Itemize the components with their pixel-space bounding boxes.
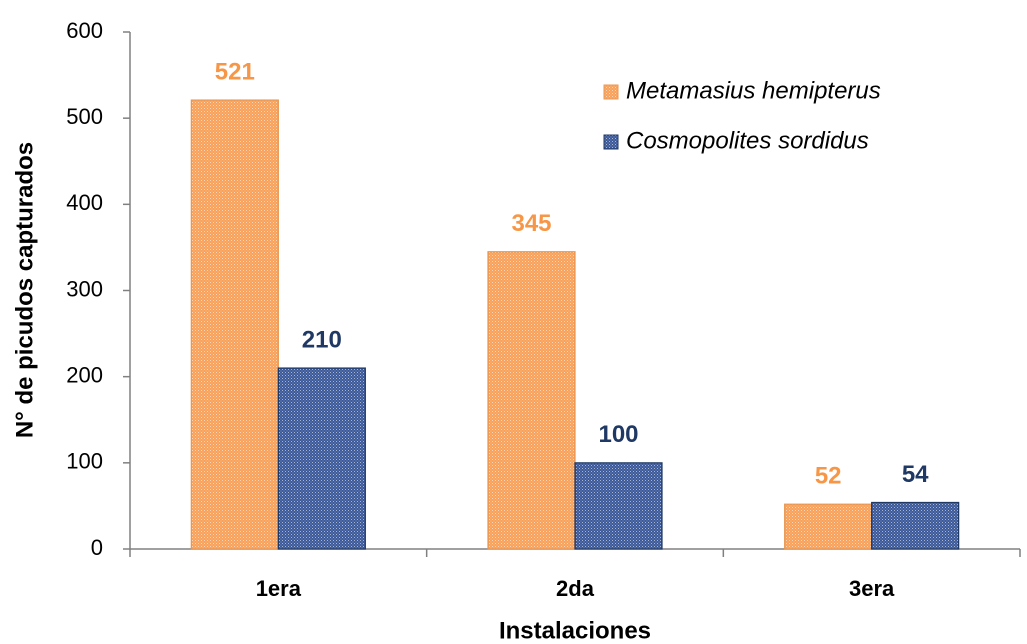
bar xyxy=(784,503,873,550)
value-label: 54 xyxy=(902,461,929,488)
x-tick-label: 2da xyxy=(556,576,595,601)
y-tick-label: 100 xyxy=(66,449,103,474)
bar xyxy=(574,462,663,550)
bar xyxy=(190,99,279,550)
x-axis-title: Instalaciones xyxy=(499,617,651,644)
y-tick-label: 400 xyxy=(66,190,103,215)
bar xyxy=(487,251,576,550)
y-tick-label: 0 xyxy=(91,535,103,560)
x-tick-label: 3era xyxy=(849,576,895,601)
y-axis-title: N° de picudos capturados xyxy=(11,142,38,438)
value-label: 100 xyxy=(598,421,638,448)
bar xyxy=(871,501,960,550)
x-tick-label: 1era xyxy=(256,576,302,601)
y-tick-label: 600 xyxy=(66,18,103,43)
bar xyxy=(277,367,366,550)
value-label: 521 xyxy=(215,58,255,85)
legend-swatch xyxy=(603,84,619,100)
value-label: 210 xyxy=(302,326,342,353)
y-tick-label: 500 xyxy=(66,104,103,129)
legend-swatch xyxy=(603,134,619,150)
legend-label: Metamasius hemipterus xyxy=(626,77,881,104)
value-label: 52 xyxy=(815,463,842,490)
y-tick-label: 200 xyxy=(66,362,103,387)
y-tick-label: 300 xyxy=(66,276,103,301)
value-label: 345 xyxy=(511,210,551,237)
legend-label: Cosmopolites sordidus xyxy=(626,127,869,154)
